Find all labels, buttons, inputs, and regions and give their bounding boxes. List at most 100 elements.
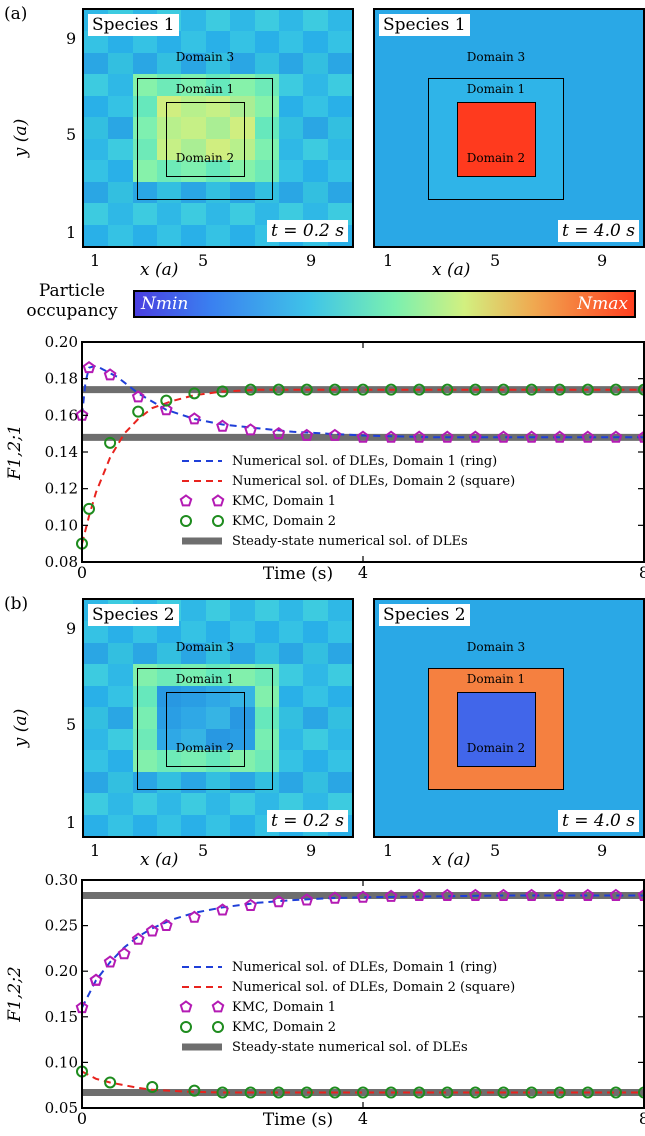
y-tick-label: 0.10: [45, 1053, 78, 1071]
heatmap-cell: [230, 793, 256, 816]
kmc-domain1-marker: [440, 888, 454, 901]
heatmap-cell: [327, 160, 352, 183]
heatmap-cell: [254, 621, 280, 644]
heatmap-cell: [108, 224, 134, 246]
kmc-domain2-marker: [441, 1086, 454, 1099]
heatmap-cell: [303, 160, 329, 183]
heatmap-cell: [181, 621, 207, 644]
heatmap-cell: [108, 31, 134, 54]
domain1-label: Domain 1: [175, 672, 235, 686]
heatmap-cell: [303, 74, 329, 97]
heatmap-cell: [303, 771, 329, 794]
kmc-domain2-marker: [581, 383, 594, 396]
domain1-outline: [428, 78, 564, 200]
heatmap-cell: [157, 31, 183, 54]
heatmap-cell: [472, 793, 498, 816]
series-line: [81, 388, 644, 544]
heatmap-cell: [594, 10, 620, 33]
heatmap-cell: [108, 138, 134, 161]
heatmap-cell: [399, 728, 425, 751]
heatmap-cell: [618, 74, 643, 97]
heatmap-cell: [618, 621, 643, 644]
heatmap-cell: [108, 160, 134, 183]
heatmap-cell: [303, 642, 329, 665]
heatmap-cell: [132, 685, 158, 708]
heatmap-cell: [399, 181, 425, 204]
y-tick-label: 0.12: [45, 480, 78, 498]
kmc-domain1-marker: [356, 430, 370, 443]
heatmap-cell: [375, 642, 400, 665]
kmc-domain2-marker: [497, 1086, 510, 1099]
heatmap-cell: [594, 642, 620, 665]
heatmap-cell: [594, 728, 620, 751]
kmc-domain2-marker: [216, 1086, 229, 1099]
heatmap-cell: [230, 224, 256, 246]
heatmap-cell: [157, 138, 183, 161]
heatmap-cell: [375, 181, 400, 204]
heatmap-cell: [84, 52, 109, 75]
kmc-domain1-marker: [103, 368, 117, 381]
heatmap-cell: [618, 728, 643, 751]
heatmap-cell: [569, 685, 595, 708]
kmc-domain2-marker: [328, 1086, 341, 1099]
heatmap-cell: [157, 728, 183, 751]
heatmap-cell: [496, 793, 522, 816]
heatmap-cell: [230, 664, 256, 687]
heatmap-cell: [278, 117, 304, 140]
ytick: 5: [66, 125, 77, 144]
heatmap-cell: [132, 771, 158, 794]
heatmap-species1-t40: Domain 3 Domain 1 Domain 2 Species 1 t = 4.0…: [373, 8, 645, 248]
legend-label: Numerical sol. of DLEs, Domain 2 (square…: [232, 980, 515, 995]
kmc-domain1-marker: [469, 430, 482, 443]
domain3-label: Domain 3: [175, 50, 235, 64]
heatmap-cell: [132, 707, 158, 730]
heatmap-cell: [303, 750, 329, 773]
kmc-domain2-marker: [525, 383, 538, 396]
heatmap-cell: [254, 728, 280, 751]
heatmap-cell: [205, 31, 231, 54]
xtick: 5: [490, 841, 501, 860]
heatmap-cell: [303, 52, 329, 75]
kmc-domain1-marker: [300, 428, 314, 441]
heatmap-cell: [230, 814, 256, 836]
colorbar-label-line2: occupancy: [26, 301, 118, 321]
heatmap-cell: [545, 31, 571, 54]
heatmap-cell: [254, 600, 280, 623]
kmc-domain1-marker: [412, 430, 426, 443]
heatmap-cell: [375, 95, 400, 118]
heatmap-cell: [327, 771, 352, 794]
xtick: 5: [490, 251, 501, 270]
heatmap-cell: [230, 600, 256, 623]
heatmap-cell: [108, 621, 134, 644]
colorbar-label-line1: Particle: [38, 281, 106, 301]
xtick: 1: [90, 251, 101, 270]
heatmap-cell: [399, 664, 425, 687]
heatmap-cell: [594, 74, 620, 97]
heatmap-cell: [205, 117, 231, 140]
heatmap-cell: [84, 685, 109, 708]
heatmap-cell: [84, 224, 109, 246]
kmc-domain1-marker: [609, 430, 623, 443]
heatmap-cell: [618, 95, 643, 118]
heatmap-cell: [618, 203, 643, 226]
heatmap-cell: [448, 203, 474, 226]
heatmap-cell: [254, 642, 280, 665]
heatmap-cell: [157, 95, 183, 118]
kmc-domain1-marker: [145, 924, 159, 937]
kmc-domain1-marker: [82, 360, 96, 374]
legend-label: KMC, Domain 1: [232, 494, 336, 509]
xtick: 5: [198, 251, 209, 270]
heatmap-species1-t02: Domain 3 Domain 1 Domain 2 Species 1 t = 0.2…: [82, 8, 354, 248]
heatmap-cell: [205, 74, 231, 97]
xtick: 1: [383, 251, 394, 270]
heatmap-cell: [84, 138, 109, 161]
heatmap-cell: [254, 793, 280, 816]
legend-label: Numerical sol. of DLEs, Domain 1 (ring): [232, 454, 497, 469]
legend-swatch: [212, 1021, 224, 1033]
heatmap-cell: [84, 203, 109, 226]
y-tick-label: 0.30: [45, 871, 78, 889]
heatmap-cell: [594, 750, 620, 773]
y-axis-label: y (a): [11, 118, 32, 158]
kmc-domain2-marker: [469, 383, 482, 396]
heatmap-cell: [181, 600, 207, 623]
